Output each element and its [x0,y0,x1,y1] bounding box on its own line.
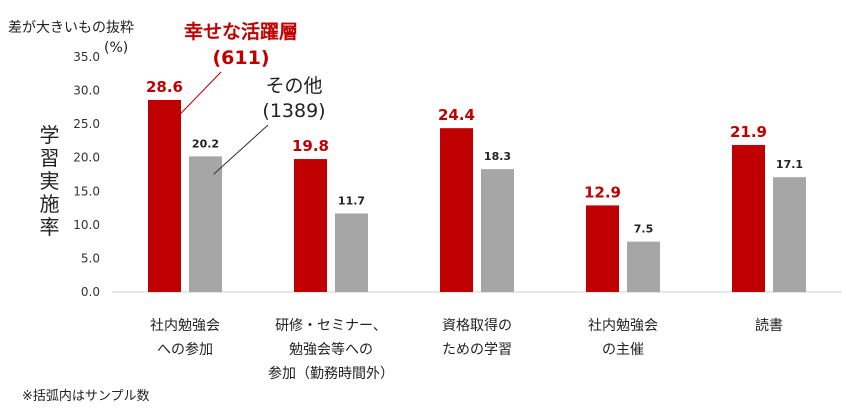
y-tick-label: 20.0 [73,151,100,165]
bar-happy [148,99,181,292]
data-label: 18.3 [484,150,511,163]
y-tick-label: 30.0 [73,84,100,98]
chart-unit: (%) [104,40,128,56]
y-tick-label: 10.0 [73,218,100,232]
leader-line-happy [174,71,222,121]
bar-other [481,169,514,292]
x-tick-label: 社内勉強会 [150,318,220,334]
data-label: 20.2 [192,137,219,150]
y-tick-label: 5.0 [81,251,100,265]
data-label: 19.8 [292,137,329,155]
data-label: 17.1 [776,158,803,171]
data-label: 21.9 [730,123,767,141]
bar-other [189,156,222,292]
leader-line-other [213,124,269,175]
bar-other [335,213,368,292]
x-tick-label: 研修・セミナー、 [275,318,387,334]
x-tick-label: への参加 [157,341,213,358]
y-tick-label: 15.0 [73,184,100,198]
x-tick-label: 参加（勤務時間外） [268,365,394,382]
legend-happy-name: 幸せな活躍層 [184,20,298,43]
x-tick-label: 読書 [755,317,783,334]
footnote: ※括弧内はサンプル数 [22,388,150,404]
bar-happy [732,144,765,292]
x-tick-label: 勉強会等への [289,341,373,358]
x-tick-label: 社内勉強会 [588,318,658,334]
y-tick-label: 25.0 [73,117,100,131]
legend-other-name: その他 [265,75,322,97]
data-label: 12.9 [584,183,621,201]
chart-subtitle: 差が大きいもの抜粋 [8,20,134,36]
data-label: 11.7 [338,194,365,207]
legend-happy-count: (611) [212,47,269,69]
y-tick-label: 35.0 [73,50,100,64]
x-tick-label: の主催 [602,342,644,358]
bar-other [627,241,660,292]
x-tick-label: ための学習 [442,342,512,358]
data-label: 7.5 [634,223,654,236]
legend-other-count: (1389) [262,100,325,122]
y-axis-label: 学習実施率 [36,124,60,239]
bar-happy [440,128,473,292]
bar-happy [586,205,619,292]
bar-happy [294,159,327,292]
bar-other [773,177,806,292]
data-label: 28.6 [146,78,183,96]
x-tick-label: 資格取得の [442,317,512,334]
y-tick-label: 0.0 [81,285,100,299]
data-label: 24.4 [438,106,475,124]
